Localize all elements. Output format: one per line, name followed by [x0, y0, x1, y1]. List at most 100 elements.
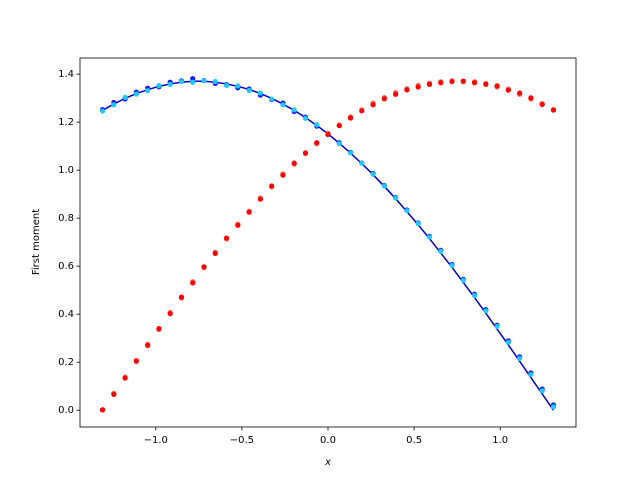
point [280, 172, 286, 178]
point [483, 81, 489, 88]
point [460, 78, 466, 84]
point [280, 102, 286, 108]
point [347, 150, 354, 156]
point [426, 234, 433, 240]
x-tick-label: 1.0 [492, 435, 508, 446]
point [122, 375, 128, 381]
point [257, 90, 263, 96]
point [302, 115, 309, 121]
point [494, 83, 500, 89]
point [336, 123, 342, 129]
point [483, 308, 489, 314]
point [404, 208, 410, 214]
point [460, 277, 466, 283]
point [111, 102, 117, 108]
point [167, 311, 173, 317]
point [550, 404, 557, 410]
point [291, 107, 297, 113]
point [156, 325, 162, 332]
point [223, 82, 230, 88]
point [235, 222, 241, 228]
x-tick-label: 0.5 [406, 435, 422, 446]
point [471, 80, 478, 86]
point [291, 160, 297, 166]
point [190, 79, 196, 85]
y-tick-label: 1.4 [58, 69, 74, 80]
point [178, 294, 185, 300]
point [325, 131, 331, 137]
point [212, 78, 218, 85]
x-tick-label: −0.5 [230, 435, 254, 446]
point [347, 115, 354, 121]
point [370, 102, 376, 108]
y-axis-label: First moment [31, 209, 42, 275]
point [201, 78, 207, 84]
y-tick-label: 1.0 [58, 165, 74, 176]
point [133, 91, 139, 97]
point [550, 107, 557, 113]
point [438, 248, 444, 254]
point [393, 195, 399, 201]
point [438, 80, 444, 86]
point [381, 183, 387, 189]
point [517, 90, 523, 96]
point [370, 171, 376, 177]
point [201, 264, 207, 270]
y-tick-label: 0.2 [58, 357, 74, 368]
point [528, 371, 534, 378]
point [471, 292, 478, 299]
point [381, 96, 387, 102]
point [190, 76, 196, 82]
point [359, 108, 365, 114]
x-tick-label: 0.0 [320, 435, 336, 446]
point [145, 342, 151, 348]
point [269, 183, 275, 189]
point [246, 87, 252, 94]
x-axis-label: x [324, 457, 331, 468]
point [449, 78, 455, 85]
point [528, 95, 534, 101]
point [517, 355, 523, 361]
point [246, 209, 252, 215]
point [415, 221, 421, 227]
point [99, 108, 106, 114]
point [314, 140, 320, 146]
point [539, 388, 545, 394]
point [269, 96, 275, 102]
point [190, 280, 196, 286]
point [449, 262, 455, 269]
point [99, 407, 106, 413]
point [156, 83, 162, 89]
point [314, 122, 320, 128]
y-tick-label: 0.0 [58, 405, 74, 416]
y-tick-label: 0.4 [58, 309, 74, 320]
x-tick-label: −1.0 [144, 435, 168, 446]
y-tick-label: 1.2 [58, 117, 74, 128]
point [359, 160, 365, 166]
point [257, 196, 263, 202]
point [494, 323, 500, 330]
point [167, 81, 173, 88]
point [426, 81, 433, 88]
point [415, 84, 421, 90]
point [302, 150, 309, 156]
point [122, 94, 128, 100]
point [145, 88, 151, 94]
y-tick-label: 0.6 [58, 261, 74, 272]
plot-frame [79, 57, 577, 428]
point [235, 83, 241, 89]
point [111, 391, 117, 397]
point [133, 358, 139, 364]
point [404, 87, 410, 93]
point [178, 78, 185, 85]
point [505, 339, 511, 345]
point [505, 87, 511, 93]
y-tick-label: 0.8 [58, 213, 74, 224]
point [393, 91, 399, 97]
point [212, 250, 218, 257]
point [336, 141, 342, 147]
point [223, 235, 230, 241]
point [539, 101, 545, 108]
